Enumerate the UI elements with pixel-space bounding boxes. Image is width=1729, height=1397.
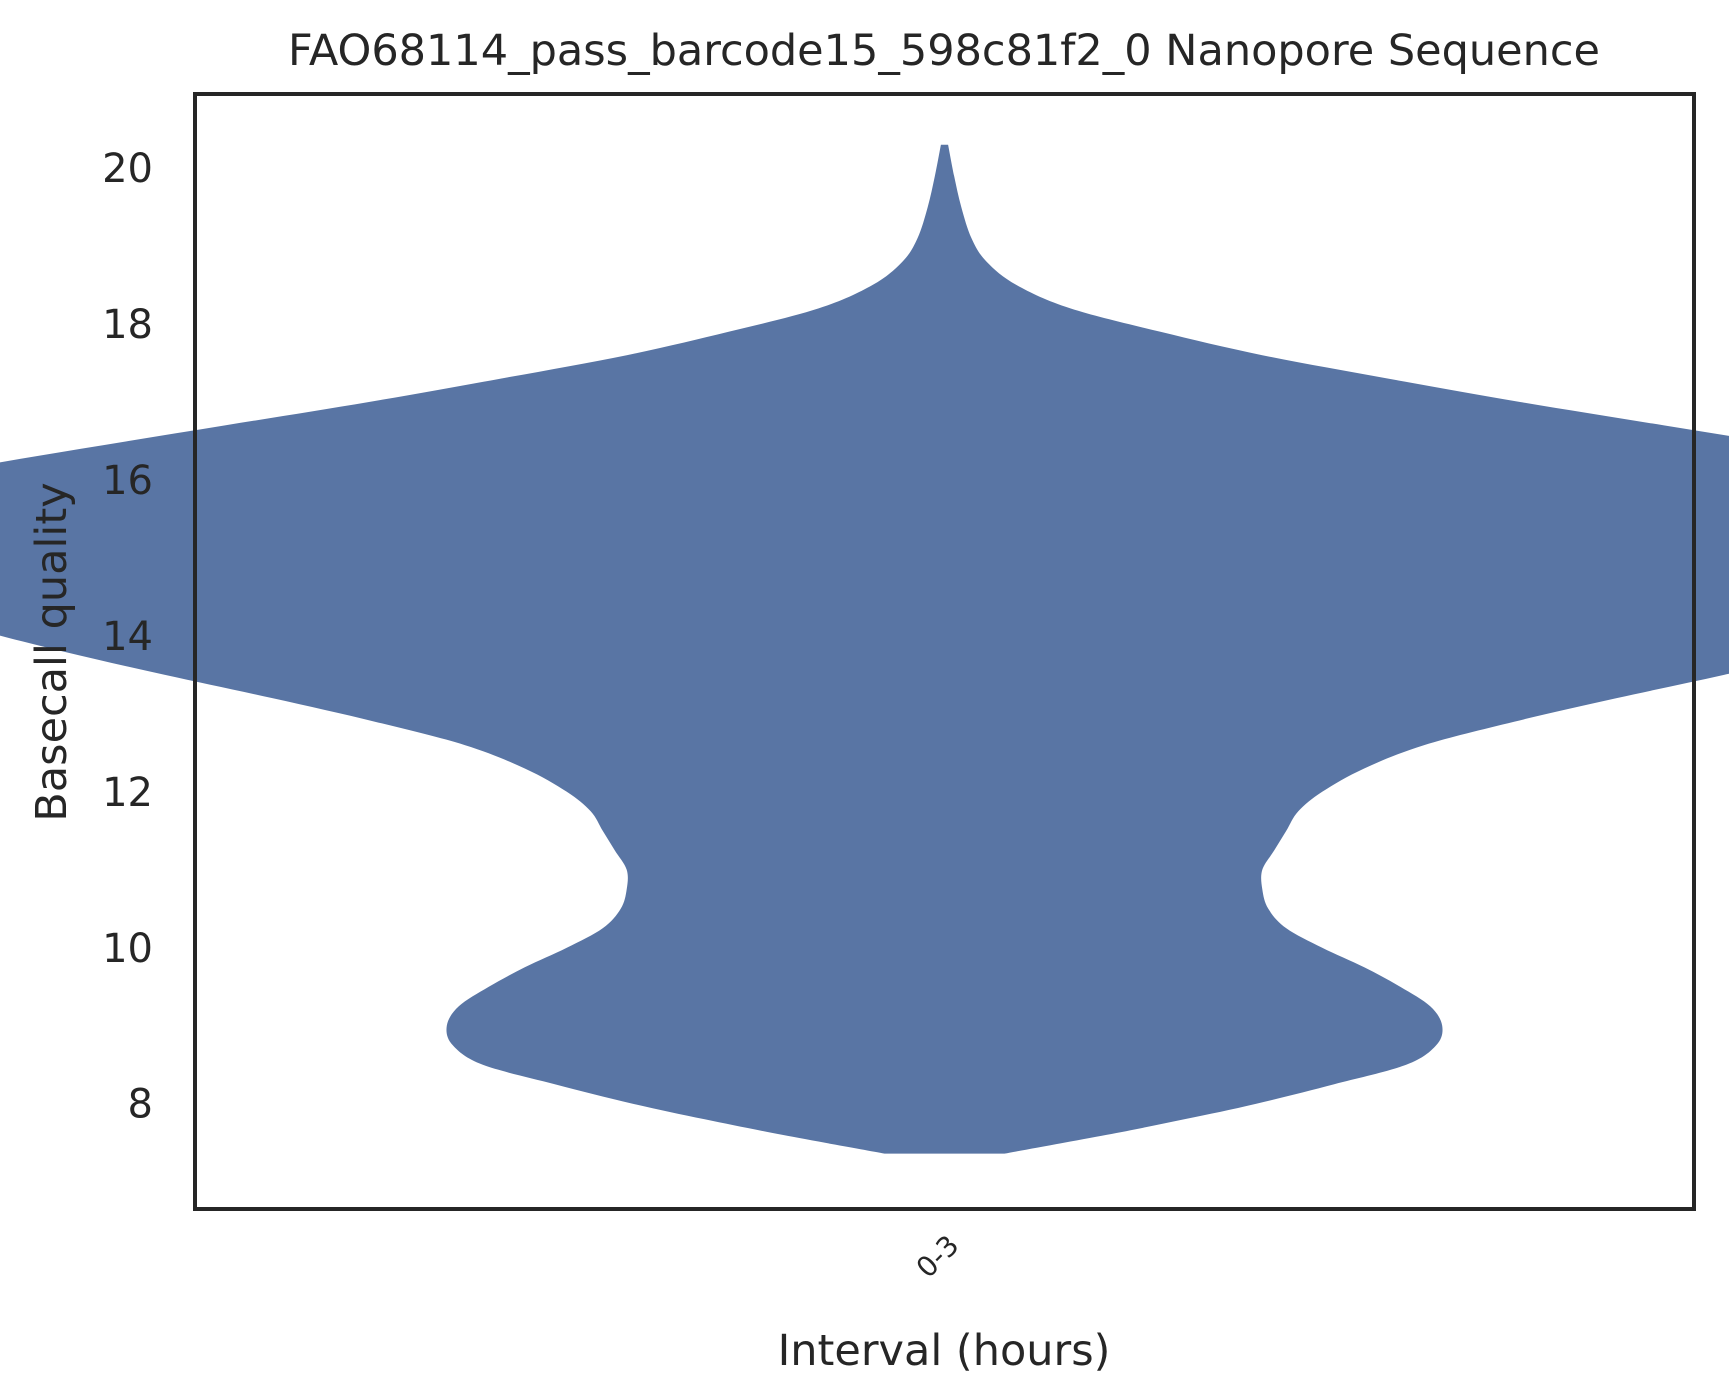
chart-title: FAO68114_pass_barcode15_598c81f2_0 Nanop… bbox=[288, 26, 1600, 76]
y-tick-label: 20 bbox=[102, 146, 153, 192]
plot-frame bbox=[193, 92, 1696, 1211]
y-tick-label: 18 bbox=[102, 302, 153, 348]
x-axis-label: Interval (hours) bbox=[778, 1326, 1111, 1376]
x-axis-ticks: 0-3 bbox=[910, 1229, 966, 1285]
y-tick-label: 16 bbox=[102, 458, 153, 504]
violin-0-3 bbox=[0, 144, 1729, 1154]
y-tick-label: 10 bbox=[102, 926, 153, 972]
y-axis-ticks: 8 10 12 14 16 18 20 bbox=[102, 146, 153, 1128]
y-tick-label: 8 bbox=[128, 1082, 153, 1128]
violins-layer bbox=[0, 144, 1729, 1154]
x-tick-label: 0-3 bbox=[910, 1229, 966, 1285]
y-tick-label: 14 bbox=[102, 614, 153, 660]
y-axis-label: Basecall quality bbox=[27, 482, 77, 821]
y-tick-label: 12 bbox=[102, 770, 153, 816]
